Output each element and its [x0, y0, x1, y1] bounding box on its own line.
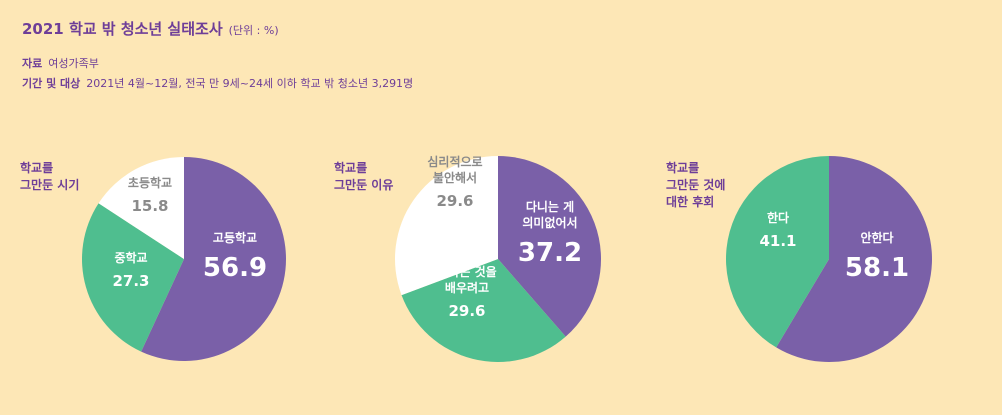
title-text: 2021 학교 밖 청소년 실태조사	[22, 20, 223, 38]
period-line: 기간 및 대상 2021년 4월~12월, 전국 만 9세~24세 이하 학교 밖…	[22, 75, 413, 91]
chart1-slice-2	[82, 203, 184, 352]
chart1-slice-1	[141, 157, 286, 361]
page-title: 2021 학교 밖 청소년 실태조사 (단위 : %)	[22, 18, 279, 39]
chart2-slice-2-label: 원하는 것을 배우려고	[437, 264, 496, 295]
chart1-slice-3	[98, 157, 184, 259]
chart2-slice-1-label: 다니는 게 의미없어서	[522, 199, 577, 230]
chart1-slice-2-label: 중학교	[114, 250, 147, 265]
chart2-slice-3	[395, 156, 498, 296]
chart1-title: 학교를 그만둔 시기	[20, 161, 80, 192]
chart1-slice-1-value: 56.9	[203, 253, 267, 283]
chart3-slice-1	[776, 156, 933, 362]
chart3-title: 학교를 그만둔 것에 대한 후회	[666, 161, 726, 209]
chart3-slice-1-value: 58.1	[845, 253, 909, 283]
chart3-slice-2	[726, 156, 829, 348]
chart1-slice-3-label: 초등학교	[128, 175, 172, 190]
chart3-slice-2-label: 한다	[767, 210, 789, 225]
source-label: 자료	[22, 57, 43, 70]
chart2-slice-3-label: 심리적으로 불안해서	[427, 154, 482, 185]
chart1-slice-1-label: 고등학교	[213, 230, 257, 245]
source-value: 여성가족부	[48, 57, 99, 70]
chart1-slice-2-value: 27.3	[112, 272, 149, 290]
chart3-slice-2-value: 41.1	[759, 232, 796, 250]
period-value: 2021년 4월~12월, 전국 만 9세~24세 이하 학교 밖 청소년 3,…	[86, 77, 414, 90]
chart2-slice-3-value: 29.6	[436, 192, 473, 210]
period-label: 기간 및 대상	[22, 77, 81, 90]
chart1-slice-3-value: 15.8	[131, 197, 168, 215]
unit-label: (단위 : %)	[228, 24, 279, 37]
chart2-title: 학교를 그만둔 이유	[334, 161, 394, 192]
chart2-slice-1	[498, 156, 602, 337]
chart2-slice-1-value: 37.2	[518, 238, 582, 268]
chart3-slice-1-label: 안한다	[860, 230, 893, 245]
chart2-slice-2	[401, 259, 566, 362]
chart2-slice-2-value: 29.6	[448, 302, 485, 320]
source-line: 자료 여성가족부	[22, 55, 99, 71]
